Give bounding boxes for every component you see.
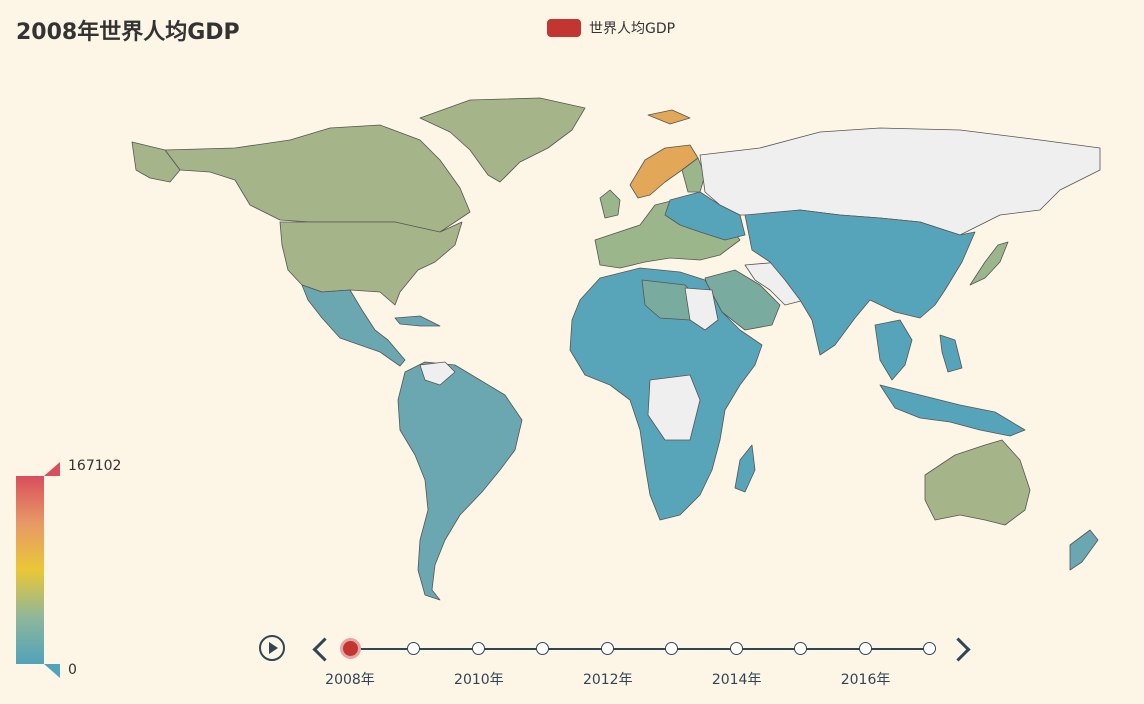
region-venezuela-nodata[interactable] <box>419 361 456 386</box>
visual-map-range[interactable]: 167102 0 <box>16 458 121 682</box>
timeline-label: 2010年 <box>454 672 504 688</box>
range-min-label: 0 <box>68 662 77 678</box>
timeline-label: 2008年 <box>325 672 375 688</box>
timeline[interactable]: 2008年 2010年 2012年 2014年 2016年 <box>250 625 980 695</box>
timeline-tick-2011[interactable] <box>536 642 550 655</box>
next-arrow-icon[interactable] <box>946 637 971 662</box>
legend[interactable]: 世界人均GDP <box>547 18 675 38</box>
region-central-africa-nodata[interactable] <box>647 374 701 441</box>
timeline-tick-2015[interactable] <box>794 642 808 655</box>
region-sudan-nodata[interactable] <box>684 287 719 331</box>
range-min-handle[interactable] <box>44 664 60 678</box>
timeline-tick-2013[interactable] <box>665 642 679 655</box>
range-max-label: 167102 <box>68 458 122 474</box>
region-south-america[interactable] <box>397 361 523 601</box>
timeline-tick-2014[interactable] <box>729 642 743 655</box>
region-canada[interactable] <box>164 124 471 233</box>
region-svalbard[interactable] <box>647 109 691 125</box>
timeline-tick-2012[interactable] <box>600 642 614 655</box>
region-eastern-europe[interactable] <box>664 191 746 241</box>
region-mexico[interactable] <box>301 284 406 367</box>
region-japan[interactable] <box>969 241 1009 286</box>
legend-label[interactable]: 世界人均GDP <box>589 21 676 37</box>
timeline-tick-2008[interactable] <box>339 638 361 659</box>
region-greenland[interactable] <box>419 97 586 183</box>
prev-arrow-icon[interactable] <box>312 637 337 662</box>
region-indonesia[interactable] <box>879 384 1026 437</box>
timeline-label: 2016年 <box>840 672 891 688</box>
range-max-handle[interactable] <box>44 462 60 476</box>
timeline-tick-2009[interactable] <box>407 642 421 655</box>
legend-swatch[interactable] <box>547 19 581 37</box>
region-madagascar[interactable] <box>734 444 756 493</box>
region-philippines[interactable] <box>939 334 963 373</box>
timeline-label: 2012年 <box>582 672 633 688</box>
region-caribbean[interactable] <box>394 315 441 327</box>
region-central-asia[interactable] <box>744 209 976 356</box>
color-gradient-bar[interactable] <box>16 476 44 664</box>
timeline-tick-2017[interactable] <box>923 642 936 655</box>
timeline-axis <box>350 648 930 650</box>
play-icon <box>269 642 278 654</box>
timeline-label: 2014年 <box>711 672 762 688</box>
region-new-zealand[interactable] <box>1069 529 1099 571</box>
play-button[interactable] <box>259 635 285 661</box>
region-usa[interactable] <box>279 221 463 306</box>
timeline-tick-2016[interactable] <box>858 642 872 655</box>
chart-title: 2008年世界人均GDP <box>16 20 240 45</box>
timeline-tick-2010[interactable] <box>471 642 485 655</box>
region-uk[interactable] <box>599 189 621 219</box>
region-australia[interactable] <box>924 439 1031 526</box>
region-alaska[interactable] <box>131 141 181 183</box>
region-finland[interactable] <box>681 157 706 193</box>
region-southeast-asia[interactable] <box>874 319 913 381</box>
